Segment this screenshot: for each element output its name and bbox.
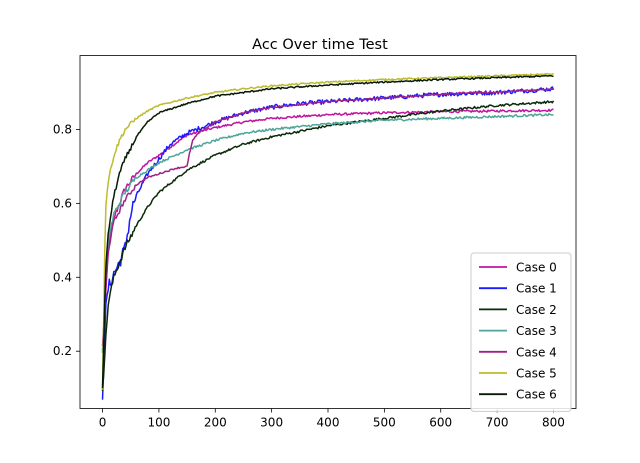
- x-tick-label: 0: [99, 416, 107, 430]
- series-line-case-4: [101, 87, 555, 347]
- legend: Case 0 Case 1 Case 2 Case 3 Case 4 Case 5 Case…: [470, 252, 572, 412]
- x-tick-label: 500: [373, 416, 396, 430]
- legend-entry-label: Case 0: [516, 261, 557, 275]
- legend-entry-label: Case 2: [516, 303, 557, 317]
- series-line-case-3: [101, 112, 554, 353]
- legend-box: [470, 252, 572, 412]
- series-line-case-5: [101, 72, 555, 390]
- chart-title: Acc Over time Test: [252, 37, 388, 53]
- x-tick-label: 700: [486, 416, 509, 430]
- series-line-case-6: [101, 74, 554, 389]
- x-tick-label: 200: [204, 416, 227, 430]
- legend-entry-label: Case 1: [516, 282, 557, 296]
- y-tick-label: 0.8: [53, 122, 72, 136]
- legend-entry-label: Case 3: [516, 324, 557, 338]
- x-tick-label: 400: [317, 416, 340, 430]
- y-tick-label: 0.6: [53, 196, 72, 210]
- y-axis: 0.2 0.4 0.6 0.8: [53, 122, 80, 358]
- x-tick-label: 100: [147, 416, 170, 430]
- series-line-case-0: [101, 108, 554, 351]
- legend-entry-label: Case 5: [516, 367, 557, 381]
- x-tick-label: 300: [260, 416, 283, 430]
- legend-entry-label: Case 6: [516, 388, 557, 402]
- x-axis: 0 100 200 300 400 500 600 700 800: [99, 408, 565, 430]
- x-tick-label: 800: [542, 416, 565, 430]
- series-layer: [101, 72, 555, 400]
- y-tick-label: 0.4: [53, 270, 72, 284]
- legend-entry-label: Case 4: [516, 345, 557, 359]
- x-tick-label: 600: [429, 416, 452, 430]
- series-line-case-2: [101, 100, 555, 392]
- y-tick-label: 0.2: [53, 344, 72, 358]
